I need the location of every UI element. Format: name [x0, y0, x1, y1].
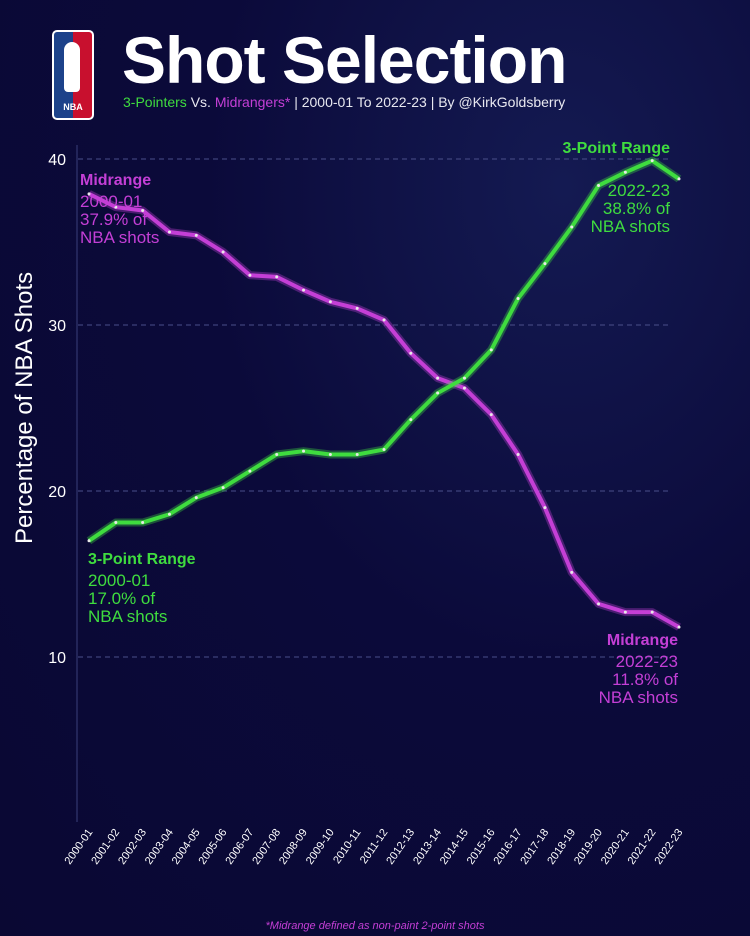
- annotation-line: 2000-01: [88, 571, 151, 590]
- data-point: [275, 452, 279, 456]
- annotation-title: 3-Point Range: [88, 551, 196, 568]
- data-point: [355, 306, 359, 310]
- subtitle: 3-Pointers Vs. Midrangers* | 2000-01 To …: [123, 94, 565, 110]
- data-point: [382, 318, 386, 322]
- data-point: [114, 521, 118, 525]
- page-title: Shot Selection: [122, 23, 567, 97]
- data-point: [87, 539, 91, 543]
- annotation-line: 2022-23: [607, 181, 670, 200]
- data-point: [677, 177, 681, 181]
- data-point: [167, 512, 171, 516]
- logo-text: NBA: [63, 102, 83, 112]
- subtitle-vs: Vs.: [186, 94, 215, 110]
- logo-silhouette: [64, 42, 80, 92]
- data-point: [650, 159, 654, 163]
- data-point: [489, 413, 493, 417]
- data-point: [677, 625, 681, 629]
- data-point: [221, 250, 225, 254]
- x-tick-label: 2022-23: [652, 827, 685, 867]
- data-point: [516, 296, 520, 300]
- data-point: [570, 570, 574, 574]
- data-point: [516, 452, 520, 456]
- y-tick-label: 30: [48, 318, 66, 335]
- data-point: [462, 386, 466, 390]
- data-point: [87, 192, 91, 196]
- data-point: [462, 376, 466, 380]
- annotation-line: NBA shots: [598, 688, 678, 707]
- subtitle-mid: Midrangers*: [214, 94, 291, 110]
- annotation-line: 2000-01: [80, 192, 143, 211]
- data-point: [436, 376, 440, 380]
- data-point: [141, 208, 145, 212]
- data-point: [328, 300, 332, 304]
- data-point: [141, 521, 145, 525]
- annotation-title: Midrange: [606, 632, 678, 649]
- annotation-title: Midrange: [80, 172, 152, 189]
- data-point: [543, 262, 547, 266]
- data-point: [597, 184, 601, 188]
- y-tick-label: 20: [48, 484, 66, 501]
- nba-logo: NBA: [52, 30, 94, 120]
- subtitle-3pt: 3-Pointers: [123, 94, 187, 110]
- annotation-line: 38.8% of: [602, 199, 670, 218]
- data-point: [221, 486, 225, 490]
- data-point: [248, 469, 252, 473]
- annotation-line: 11.8% of: [612, 670, 678, 689]
- annotation-line: 17.0% of: [88, 589, 156, 608]
- annotation-midrange-end: Midrange 2022-23 11.8% of NBA shots: [599, 632, 678, 707]
- data-point: [275, 275, 279, 279]
- annotation-title: 3-Point Range: [562, 140, 670, 157]
- data-point: [302, 449, 306, 453]
- data-point: [543, 506, 547, 510]
- y-tick-label: 10: [48, 650, 66, 667]
- data-point: [167, 230, 171, 234]
- data-point: [409, 351, 413, 355]
- annotation-line: NBA shots: [80, 228, 160, 247]
- footnote: *Midrange defined as non-paint 2-point s…: [265, 920, 485, 932]
- annotation-line: 2022-23: [615, 652, 678, 671]
- subtitle-rest: | 2000-01 To 2022-23 | By @KirkGoldsberr…: [290, 94, 566, 110]
- data-point: [650, 610, 654, 614]
- data-point: [355, 452, 359, 456]
- annotation-midrange-start: Midrange 2000-01 37.9% of NBA shots: [80, 172, 159, 247]
- data-point: [570, 225, 574, 229]
- data-point: [382, 448, 386, 451]
- annotation-3pt-start: 3-Point Range 2000-01 17.0% of NBA shots: [88, 551, 196, 626]
- data-point: [328, 452, 332, 456]
- annotation-3pt-end: 3-Point Range 2022-23 38.8% of NBA shots: [562, 140, 670, 236]
- data-point: [302, 288, 306, 292]
- annotation-line: NBA shots: [590, 217, 670, 236]
- data-point: [194, 233, 198, 237]
- annotation-line: NBA shots: [88, 607, 168, 626]
- data-point: [623, 610, 627, 614]
- data-point: [489, 348, 493, 352]
- data-point: [409, 418, 413, 422]
- annotation-line: 37.9% of: [80, 210, 148, 229]
- data-point: [248, 273, 252, 277]
- data-point: [114, 205, 118, 209]
- data-point: [623, 170, 627, 174]
- data-point: [436, 391, 440, 395]
- data-point: [194, 496, 198, 500]
- data-point: [597, 602, 601, 606]
- y-tick-label: 40: [48, 152, 66, 169]
